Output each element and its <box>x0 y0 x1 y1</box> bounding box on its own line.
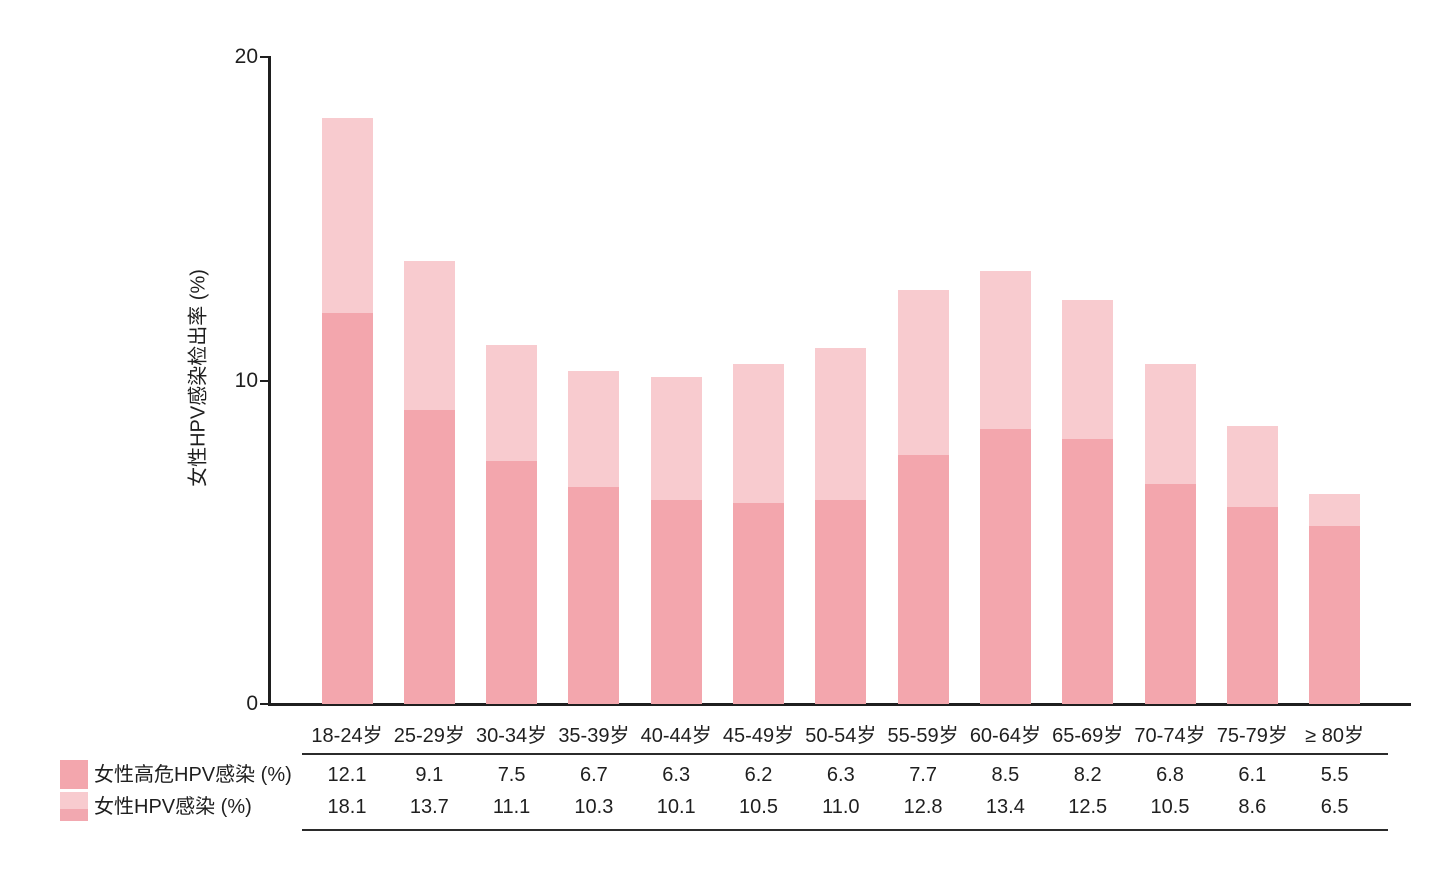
age-group-header: 45-49岁 <box>722 725 795 747</box>
bar-hpv-high-risk <box>1144 484 1196 704</box>
high-risk-value: 7.7 <box>909 764 937 786</box>
high-risk-value: 6.3 <box>662 764 691 786</box>
total-value: 8.6 <box>1238 796 1267 818</box>
bar-hpv-high-risk <box>815 500 867 704</box>
age-group-header: 50-54岁 <box>805 725 877 747</box>
legend-label-total: 女性HPV感染 (%) <box>94 796 252 818</box>
age-group-header: 75-79岁 <box>1216 725 1288 747</box>
age-group-header: 35-39岁 <box>558 725 630 747</box>
table-rule-bottom <box>302 829 1388 831</box>
age-group-header: 55-59岁 <box>887 725 959 747</box>
total-value: 10.3 <box>574 796 614 818</box>
total-value: 12.5 <box>1068 796 1108 818</box>
high-risk-value: 9.1 <box>415 764 444 786</box>
age-group-header: 70-74岁 <box>1134 725 1206 747</box>
bar-hpv-high-risk <box>733 503 784 704</box>
high-risk-value: 6.8 <box>1156 764 1184 786</box>
high-risk-value: 6.1 <box>1238 764 1267 786</box>
bar-hpv-high-risk <box>979 429 1031 704</box>
high-risk-value: 7.5 <box>497 764 526 786</box>
bar-hpv-high-risk <box>897 454 949 704</box>
age-group-header: 18-24岁 <box>311 725 383 747</box>
bar-hpv-high-risk <box>321 312 373 704</box>
high-risk-value: 6.2 <box>744 764 773 786</box>
high-risk-value: 12.1 <box>327 764 367 786</box>
age-group-header: 40-44岁 <box>640 725 712 747</box>
total-value: 6.5 <box>1320 796 1349 818</box>
bar-hpv-high-risk <box>568 487 620 704</box>
y-tick-label: 0 <box>246 692 258 715</box>
bar-hpv-high-risk <box>1226 506 1278 704</box>
y-axis-line <box>268 56 271 706</box>
age-group-header: 30-34岁 <box>476 725 548 747</box>
y-tick-mark <box>260 703 269 705</box>
high-risk-value: 5.5 <box>1320 764 1349 786</box>
legend-swatch-total-icon <box>60 792 88 821</box>
bar-hpv-high-risk <box>1309 526 1361 704</box>
high-risk-value: 6.3 <box>826 764 855 786</box>
legend-swatch-high-risk-icon <box>60 760 88 789</box>
total-value: 13.4 <box>985 796 1025 818</box>
high-risk-value: 8.5 <box>991 764 1020 786</box>
total-value: 10.1 <box>656 796 696 818</box>
total-value: 13.7 <box>409 796 449 818</box>
age-group-header: 25-29岁 <box>393 725 465 747</box>
total-value: 11.0 <box>822 796 860 818</box>
total-value: 10.5 <box>739 796 778 818</box>
age-group-header: 65-69岁 <box>1052 725 1124 747</box>
bar-hpv-high-risk <box>1062 438 1114 704</box>
total-value: 10.5 <box>1150 796 1190 818</box>
high-risk-value: 6.7 <box>579 764 608 786</box>
y-tick-label: 10 <box>234 368 258 392</box>
bar-hpv-high-risk <box>403 409 455 704</box>
total-value: 18.1 <box>327 796 367 818</box>
table-rule-top <box>302 753 1388 755</box>
y-tick-label: 20 <box>234 45 258 68</box>
age-group-header: 60-64岁 <box>969 725 1041 747</box>
bar-hpv-high-risk <box>486 461 538 704</box>
x-axis-line <box>268 703 1411 706</box>
total-value: 11.1 <box>492 796 531 818</box>
total-value: 12.8 <box>903 796 943 818</box>
high-risk-value: 8.2 <box>1073 764 1102 786</box>
y-tick-mark <box>260 379 269 382</box>
age-group-header: ≥ 80岁 <box>1305 725 1364 747</box>
legend-label-high-risk: 女性高危HPV感染 (%) <box>94 764 292 786</box>
y-tick-mark <box>260 56 269 58</box>
bar-hpv-high-risk <box>650 500 702 704</box>
